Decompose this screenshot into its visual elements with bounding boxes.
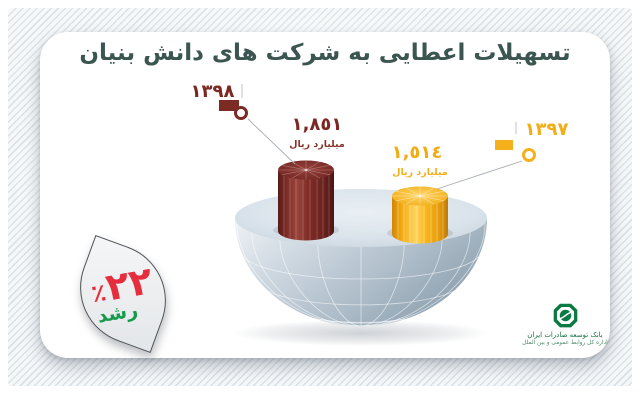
year-label-1398: ١٣٩٨ — [190, 81, 235, 102]
growth-label: رشد — [95, 298, 140, 328]
unit-1398: میلیارد ریال — [289, 139, 345, 150]
value-1397: ١,٥١٤ — [391, 142, 443, 163]
chart-title: تسهیلات اعطایی به شرکت های دانش بنیان — [79, 40, 571, 66]
value-1398: ١,٨٥١ — [291, 114, 343, 135]
unit-1397: میلیارد ریال — [392, 167, 448, 178]
year-label-1397: ١٣٩٧ — [524, 119, 569, 140]
bank-department: اداره کل روابط عمومی و بین الملل — [522, 339, 608, 346]
bank-logo-icon — [553, 303, 577, 328]
bank-name: بانک توسعه صادرات ایران — [527, 331, 603, 339]
growth-badge-content: ٪ ٢٢ رشد — [71, 242, 175, 346]
bank-logo: بانک توسعه صادرات ایران اداره کل روابط ع… — [510, 302, 620, 347]
